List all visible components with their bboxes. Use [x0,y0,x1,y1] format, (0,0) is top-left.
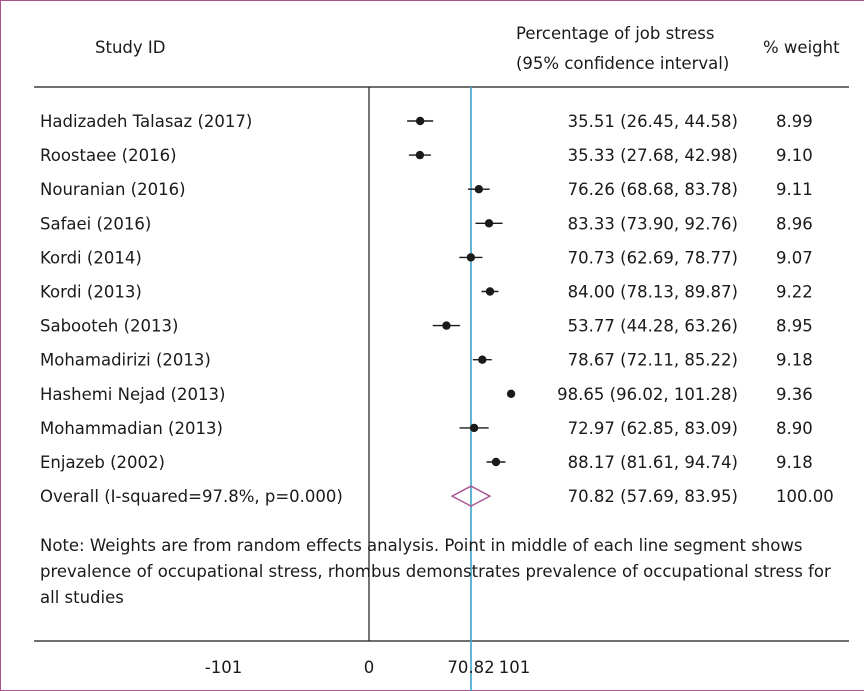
study-label: Kordi (2013) [40,283,142,302]
point-estimate [415,150,425,160]
weight-value: 8.90 [776,419,813,438]
study-label: Roostaee (2016) [40,146,177,165]
point-estimate [485,287,495,296]
pooled-diamond [450,485,492,507]
point-estimate [491,457,501,467]
study-rows: Hadizadeh Talasaz (2017) 35.51 (26.45, 44… [40,112,813,472]
study-label: Kordi (2014) [40,248,142,267]
weight-value: 8.99 [776,112,813,131]
overall-weight: 100.00 [776,487,834,506]
point-estimate [466,253,476,262]
weight-value: 9.18 [776,453,813,472]
point-estimate [415,116,425,126]
estimate-ci-text: 83.33 (73.90, 92.76) [568,214,738,233]
study-label: Sabooteh (2013) [40,317,178,336]
header-estimate-line2: (95% confidence interval) [516,54,729,73]
weight-value: 9.10 [776,146,813,165]
weight-value: 9.22 [776,283,813,302]
estimate-ci-text: 88.17 (81.61, 94.74) [568,453,738,472]
point-estimate [506,389,516,398]
point-estimate [484,219,494,228]
estimate-ci-text: 72.97 (62.85, 83.09) [568,419,738,438]
overall-row: Overall (I-squared=97.8%, p=0.000) 70.82 … [40,485,834,507]
x-tick-label: 101 [499,658,531,677]
estimate-ci-text: 98.65 (96.02, 101.28) [557,385,738,404]
weight-value: 9.36 [776,385,813,404]
x-tick-label: 70.82 [447,658,494,677]
weight-value: 9.18 [776,351,813,370]
study-label: Hadizadeh Talasaz (2017) [40,112,252,131]
estimate-ci-text: 35.51 (26.45, 44.58) [568,112,738,131]
x-tick-label: -101 [205,658,242,677]
estimate-ci-text: 78.67 (72.11, 85.22) [568,351,738,370]
header-study-id: Study ID [95,38,165,57]
overall-label: Overall (I-squared=97.8%, p=0.000) [40,487,343,506]
x-axis-ticks: -101 0 70.82 101 [205,658,530,677]
study-label: Mohammadian (2013) [40,419,223,438]
study-label: Safaei (2016) [40,214,151,233]
x-tick-label: 0 [364,658,375,677]
point-estimate [442,321,451,330]
weight-value: 9.11 [776,180,813,199]
point-estimate [478,355,487,364]
header-estimate-line1: Percentage of job stress [516,24,714,43]
weight-value: 9.07 [776,248,813,267]
estimate-ci-text: 70.73 (62.69, 78.77) [568,248,738,267]
estimate-ci-text: 76.26 (68.68, 83.78) [568,180,738,199]
estimate-ci-text: 53.77 (44.28, 63.26) [568,317,738,336]
study-label: Enjazeb (2002) [40,453,165,472]
footnote: Note: Weights are from random effects an… [40,536,831,607]
point-estimate [469,423,479,433]
study-label: Mohamadirizi (2013) [40,351,211,370]
header-weight: % weight [763,38,840,57]
overall-ci-text: 70.82 (57.69, 83.95) [568,487,738,506]
weight-value: 8.95 [776,317,813,336]
point-estimate [474,185,484,194]
weight-value: 8.96 [776,214,813,233]
study-label: Nouranian (2016) [40,180,186,199]
estimate-ci-text: 35.33 (27.68, 42.98) [568,146,738,165]
estimate-ci-text: 84.00 (78.13, 89.87) [568,283,738,302]
study-label: Hashemi Nejad (2013) [40,385,225,404]
